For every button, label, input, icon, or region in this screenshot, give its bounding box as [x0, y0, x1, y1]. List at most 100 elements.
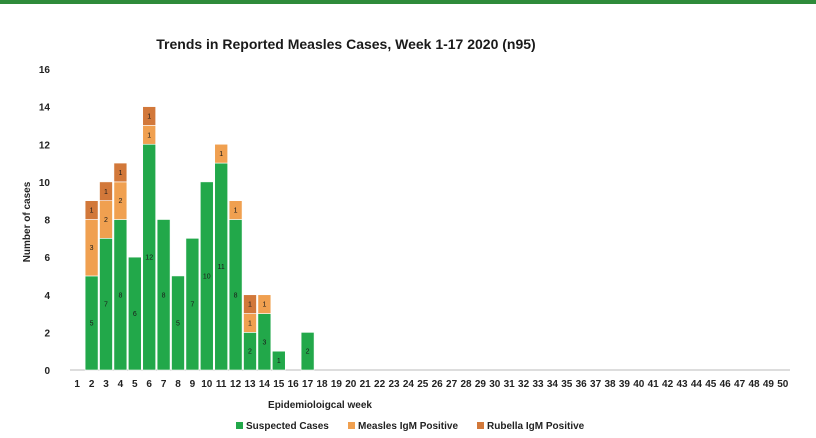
bar-data-label: 1: [147, 114, 151, 121]
legend-swatch: [348, 422, 355, 429]
bar-data-label: 1: [147, 132, 151, 139]
x-tick-label: 24: [403, 379, 415, 390]
y-tick-label: 16: [39, 65, 51, 76]
x-tick-label: 25: [417, 379, 429, 390]
x-tick-label: 4: [118, 379, 124, 390]
x-tick-label: 11: [216, 379, 227, 390]
x-tick-label: 16: [288, 379, 300, 390]
x-tick-label: 2: [89, 379, 95, 390]
bar-data-label: 1: [234, 208, 238, 215]
bar-data-label: 3: [262, 339, 266, 346]
y-tick-label: 0: [44, 366, 50, 377]
x-tick-label: 34: [547, 379, 559, 390]
x-tick-label: 32: [518, 379, 530, 390]
bar-data-label: 1: [277, 358, 281, 365]
bar-data-label: 1: [262, 302, 266, 309]
x-tick-label: 50: [777, 379, 789, 390]
x-tick-label: 33: [532, 379, 544, 390]
bar-data-label: 2: [306, 349, 310, 356]
x-tick-label: 43: [676, 379, 688, 390]
x-tick-label: 49: [763, 379, 775, 390]
x-tick-label: 29: [475, 379, 487, 390]
x-tick-label: 46: [720, 379, 732, 390]
x-tick-label: 10: [201, 379, 213, 390]
x-axis: 1 2 3 4 5 6 7 8 9 10 11 12 13 14 15 16 17 18 19 20 21 22 23 24 2…: [70, 370, 790, 390]
bar-data-label: 8: [162, 292, 166, 299]
x-tick-label: 41: [648, 379, 660, 390]
bar-data-label: 11: [218, 264, 225, 271]
bar-data-label: 1: [104, 189, 108, 196]
y-tick-label: 4: [44, 291, 50, 302]
bar-data-label: 2: [118, 198, 122, 205]
x-tick-label: 14: [259, 379, 271, 390]
x-tick-label: 44: [691, 379, 703, 390]
bar-data-label: 7: [104, 302, 108, 309]
legend-swatch: [236, 422, 243, 429]
y-axis-label: Number of cases: [22, 181, 33, 262]
bar-data-label: 3: [90, 245, 94, 252]
bar-data-label: 1: [248, 320, 252, 327]
x-tick-label: 12: [230, 379, 242, 390]
x-tick-label: 20: [345, 379, 357, 390]
bar-data-label: 5: [90, 320, 94, 327]
x-tick-label: 5: [132, 379, 138, 390]
x-tick-label: 48: [748, 379, 760, 390]
measles-chart: Trends in Reported Measles Cases, Week 1…: [0, 4, 816, 438]
legend: Suspected Cases Measles IgM Positive Rubel…: [236, 421, 585, 432]
x-axis-label: Epidemioloigcal week: [268, 400, 372, 411]
x-tick-label: 35: [561, 379, 573, 390]
x-tick-label: 42: [662, 379, 674, 390]
x-tick-label: 6: [146, 379, 152, 390]
x-tick-label: 3: [103, 379, 109, 390]
bar-data-label: 2: [248, 349, 252, 356]
legend-label: Measles IgM Positive: [358, 421, 458, 432]
legend-swatch: [477, 422, 484, 429]
x-tick-label: 15: [273, 379, 285, 390]
x-tick-label: 45: [705, 379, 717, 390]
bar-data-label: 7: [190, 302, 194, 309]
x-tick-label: 40: [633, 379, 645, 390]
y-axis: 0 2 4 6 8 10 12 14 16: [39, 65, 51, 377]
bar-data-label: 10: [203, 273, 211, 280]
x-tick-label: 22: [374, 379, 386, 390]
x-tick-label: 8: [175, 379, 181, 390]
y-tick-label: 10: [39, 178, 51, 189]
y-tick-label: 12: [39, 140, 51, 151]
y-tick-label: 2: [44, 328, 50, 339]
bar-data-label: 1: [248, 302, 252, 309]
x-tick-label: 21: [360, 379, 372, 390]
x-tick-label: 18: [316, 379, 328, 390]
bar-data-label: 1: [118, 170, 122, 177]
x-tick-label: 23: [388, 379, 400, 390]
bar-data-label: 12: [145, 255, 153, 262]
x-tick-label: 30: [489, 379, 501, 390]
x-tick-label: 17: [302, 379, 314, 390]
legend-label: Suspected Cases: [246, 421, 329, 432]
x-tick-label: 13: [244, 379, 256, 390]
x-tick-label: 1: [74, 379, 80, 390]
x-tick-label: 37: [590, 379, 602, 390]
bar-data-label: 1: [90, 208, 94, 215]
x-tick-label: 19: [331, 379, 343, 390]
x-tick-label: 31: [504, 379, 516, 390]
x-tick-label: 38: [604, 379, 616, 390]
x-tick-label: 26: [432, 379, 444, 390]
y-tick-label: 6: [44, 253, 50, 264]
bar-data-label: 5: [176, 320, 180, 327]
x-tick-label: 9: [190, 379, 196, 390]
x-tick-label: 47: [734, 379, 746, 390]
bar-data-label: 1: [219, 151, 223, 158]
bar-data-label: 2: [104, 217, 108, 224]
bar-data-label: 8: [118, 292, 122, 299]
y-tick-label: 8: [44, 216, 50, 227]
x-tick-label: 7: [161, 379, 167, 390]
y-tick-label: 14: [39, 103, 51, 114]
chart-title: Trends in Reported Measles Cases, Week 1…: [156, 36, 535, 52]
bar-data-label: 6: [133, 311, 137, 318]
bar-data-label: 8: [234, 292, 238, 299]
x-tick-label: 28: [460, 379, 472, 390]
x-tick-label: 39: [619, 379, 631, 390]
x-tick-label: 27: [446, 379, 458, 390]
